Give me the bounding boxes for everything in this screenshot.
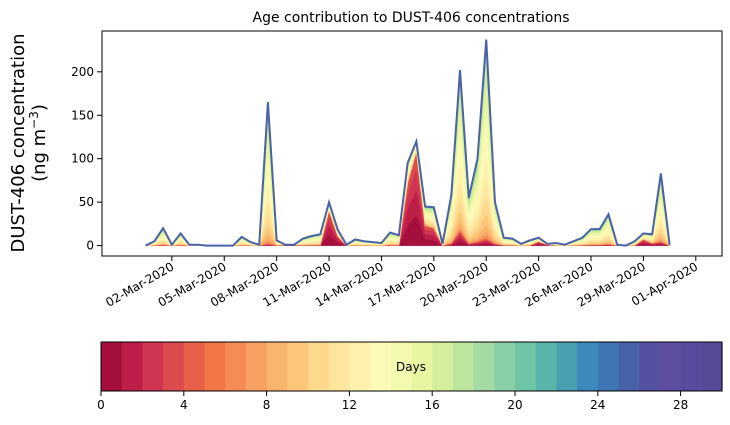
colorbar-segment xyxy=(494,342,516,391)
y-axis: 0 50 100 150 200 xyxy=(71,65,102,253)
colorbar-tick-label: 8 xyxy=(263,398,271,412)
colorbar-segment xyxy=(308,342,330,391)
colorbar-segment xyxy=(701,342,723,391)
colorbar-segment xyxy=(349,342,371,391)
colorbar-segment xyxy=(639,342,661,391)
chart-title: Age contribution to DUST-406 concentrati… xyxy=(253,10,570,26)
colorbar-tick-label: 4 xyxy=(180,398,188,412)
colorbar-ticks: 0 4 8 12 16 20 24 28 xyxy=(97,391,688,412)
colorbar-tick-label: 20 xyxy=(507,398,522,412)
colorbar-segment xyxy=(390,342,413,391)
colorbar-segment xyxy=(577,342,599,391)
colorbar-tick-label: 0 xyxy=(97,398,105,412)
colorbar-tick-label: 24 xyxy=(590,398,605,412)
colorbar-segment xyxy=(535,342,557,391)
colorbar-segment xyxy=(515,342,537,391)
y-axis-label-line1: DUST-406 concentration xyxy=(8,33,29,252)
colorbar-segment xyxy=(101,342,123,391)
colorbar-segment xyxy=(266,342,288,391)
colorbar-segment xyxy=(411,342,433,391)
colorbar-segment xyxy=(225,342,247,391)
colorbar-segment xyxy=(287,342,309,391)
colorbar-label: Days xyxy=(396,360,426,374)
colorbar-segment xyxy=(183,342,206,391)
colorbar-segment xyxy=(163,342,185,391)
y-tick-label: 100 xyxy=(71,152,94,166)
colorbar xyxy=(101,342,723,391)
colorbar-segment xyxy=(370,342,392,391)
colorbar-segment xyxy=(204,342,226,391)
colorbar-segment xyxy=(328,342,350,391)
total-line xyxy=(145,39,671,247)
colorbar-segment xyxy=(245,342,268,391)
y-tick-label: 150 xyxy=(71,108,94,122)
colorbar-segment xyxy=(618,342,640,391)
colorbar-frame xyxy=(100,341,723,392)
colorbar-tick-label: 16 xyxy=(425,398,440,412)
y-axis-label-line2: (ng m−3) xyxy=(27,104,50,182)
colorbar-segment xyxy=(452,342,475,391)
colorbar-segment xyxy=(659,342,682,391)
y-axis-label: DUST-406 concentration (ng m−3) xyxy=(8,33,50,252)
x-axis: 02-Mar-202005-Mar-202008-Mar-202011-Mar-… xyxy=(103,256,700,310)
y-tick-label: 200 xyxy=(71,65,94,79)
plot-frame xyxy=(101,30,723,257)
plot-area xyxy=(145,39,671,247)
colorbar-segment xyxy=(597,342,620,391)
colorbar-segment xyxy=(142,342,164,391)
colorbar-segment xyxy=(121,342,143,391)
colorbar-segment xyxy=(473,342,495,391)
colorbar-segment xyxy=(556,342,578,391)
y-tick-label: 0 xyxy=(86,239,94,253)
colorbar-segment xyxy=(432,342,454,391)
y-tick-label: 50 xyxy=(79,195,94,209)
colorbar-segment xyxy=(680,342,702,391)
colorbar-tick-label: 12 xyxy=(342,398,357,412)
colorbar-tick-label: 28 xyxy=(673,398,688,412)
